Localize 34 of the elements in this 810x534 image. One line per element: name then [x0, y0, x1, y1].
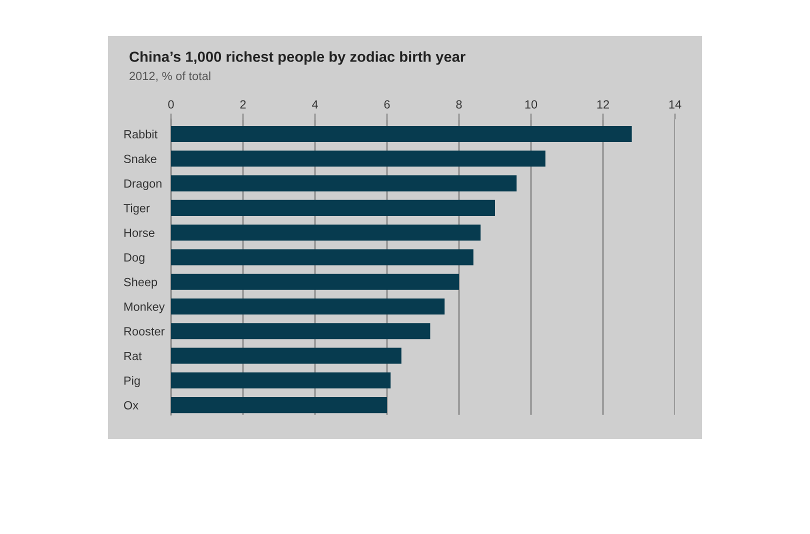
- bar: [171, 372, 391, 388]
- x-tick-label: 0: [168, 100, 174, 109]
- y-tick-label: Rat: [124, 352, 142, 360]
- x-tick-label: 12: [597, 100, 609, 108]
- y-tick-label: Rooster: [124, 327, 165, 336]
- bar: [171, 126, 632, 142]
- y-tick-label: Monkey: [124, 302, 165, 314]
- bar: [171, 175, 517, 192]
- y-tick-label: Horse: [124, 228, 154, 237]
- x-tick-label: 6: [384, 100, 390, 109]
- bar: [171, 150, 546, 167]
- x-tick-label: 2: [240, 100, 246, 108]
- bar: [171, 224, 481, 241]
- y-tick-label: Rabbit: [124, 130, 158, 138]
- x-tick-label: 10: [525, 100, 538, 109]
- bar: [171, 397, 387, 414]
- chart-subtitle: 2012, % of total: [130, 72, 210, 82]
- y-tick-label: Dog: [124, 253, 144, 264]
- y-tick-label: Snake: [124, 154, 156, 164]
- y-tick-label: Pig: [124, 376, 140, 388]
- x-tick-label: 8: [456, 100, 462, 109]
- y-tick-label: Tiger: [124, 204, 150, 215]
- x-tick-label: 4: [312, 100, 318, 108]
- y-tick-label: Ox: [124, 401, 138, 410]
- bar: [171, 298, 445, 315]
- bar: [171, 348, 402, 364]
- bar: [171, 200, 495, 216]
- x-tick-label: 14: [669, 100, 682, 108]
- y-tick-label: Dragon: [124, 179, 162, 190]
- y-tick-label: Sheep: [124, 278, 158, 289]
- bar: [171, 323, 430, 340]
- bar: [171, 274, 459, 290]
- bar: [171, 249, 474, 266]
- chart-title: China’s 1,000 richest people by zodiac birth year: [130, 51, 466, 65]
